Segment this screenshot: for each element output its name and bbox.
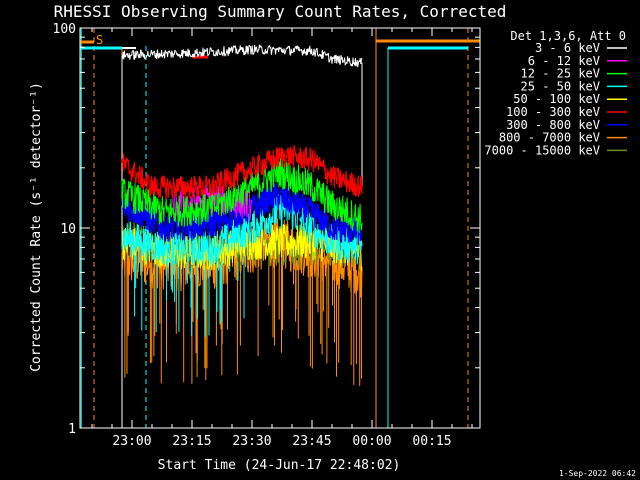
x-axis-label: Start Time (24-Jun-17 22:48:02)	[158, 458, 401, 473]
x-tick-label: 23:00	[112, 434, 151, 449]
legend-entry-label: 7000 - 15000 keV	[484, 143, 600, 157]
axes-layer: 1 10 100 23:00 23:15 23:30 23:45 00:00 00:15	[53, 22, 481, 449]
x-tick-label: 00:00	[352, 434, 391, 449]
legend-entry-label: 800 - 7000 keV	[499, 131, 600, 145]
s-flag-label: S	[96, 33, 103, 47]
x-tick-label: 23:30	[232, 434, 271, 449]
series-3-6-kev-trace	[121, 44, 363, 68]
y-tick-label: 10	[60, 222, 76, 237]
series-100-300-kev-trace	[121, 145, 363, 200]
chart-title: RHESSI Observing Summary Count Rates, Co…	[54, 2, 507, 21]
y-tick-label: 100	[53, 22, 76, 37]
legend-entry-label: 25 - 50 keV	[521, 79, 600, 93]
series-12-25-kev-trace	[121, 158, 363, 234]
x-tick-label: 23:15	[172, 434, 211, 449]
x-tick-label: 00:15	[412, 434, 451, 449]
legend-entry-label: 100 - 300 keV	[506, 105, 600, 119]
series-25-50-kev-trace	[121, 193, 363, 266]
data-layer: S	[80, 28, 480, 428]
y-axis-label: Corrected Count Rate (s⁻¹ detector⁻¹)	[29, 82, 44, 372]
legend-header: Det 1,3,6, Att 0	[510, 29, 626, 43]
x-tick-label: 23:45	[292, 434, 331, 449]
y-tick-label: 1	[68, 422, 76, 437]
legend-entry-label: 3 - 6 keV	[535, 41, 600, 55]
legend-entry-label: 6 - 12 keV	[528, 54, 600, 68]
legend-entry-label: 300 - 800 keV	[506, 118, 600, 132]
legend-entry-label: 12 - 25 keV	[521, 67, 600, 81]
legend-entry-label: 50 - 100 keV	[513, 92, 600, 106]
timestamp: 1-Sep-2022 06:42	[559, 469, 636, 478]
